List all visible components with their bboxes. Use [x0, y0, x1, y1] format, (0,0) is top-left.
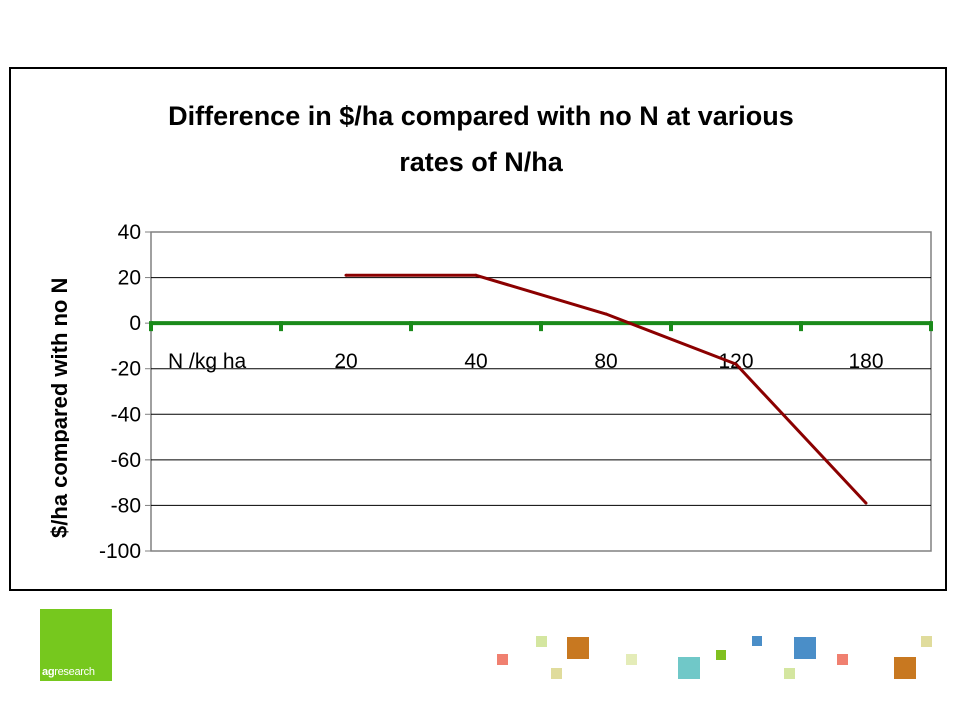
plot-area: 40 20 0 -20 -40 -60 -80 -100 N /kg ha 20 40 80 120…: [99, 221, 933, 563]
decor-square: [626, 654, 637, 665]
chart-frame: Difference in $/ha compared with no N at…: [9, 67, 947, 591]
decor-square: [752, 636, 762, 646]
y-tick-label: 20: [118, 267, 141, 290]
decor-square: [497, 654, 508, 665]
x-category-labels: 20 40 80 120 180: [334, 350, 883, 373]
zero-axis: [149, 321, 933, 332]
decor-square: [784, 668, 795, 679]
y-tick-label: -80: [111, 494, 141, 517]
x-tick-label: 20: [334, 350, 357, 373]
y-tick-label: -40: [111, 403, 141, 426]
series: [344, 273, 868, 505]
data-point: [734, 362, 738, 366]
decor-square: [921, 636, 932, 647]
agresearch-logo: agresearch: [40, 609, 112, 681]
x-tick-label: 40: [464, 350, 487, 373]
y-tick-label: -100: [99, 540, 141, 563]
logo-text: agresearch: [42, 666, 95, 678]
decor-square: [894, 657, 916, 679]
data-point: [864, 501, 868, 505]
data-point: [604, 312, 608, 316]
x-tick-label: 180: [848, 350, 883, 373]
chart-title-line-2: rates of N/ha: [399, 147, 564, 177]
y-tick-labels: 40 20 0 -20 -40 -60 -80 -100: [99, 221, 151, 563]
y-tick-label: 0: [129, 312, 141, 335]
decor-square: [837, 654, 848, 665]
decor-square: [567, 637, 589, 659]
y-axis-label-group: $/ha compared with no N: [47, 278, 72, 538]
chart: Difference in $/ha compared with no N at…: [47, 101, 933, 563]
chart-title-line-1: Difference in $/ha compared with no N at…: [168, 101, 794, 131]
y-axis-label: $/ha compared with no N: [47, 278, 72, 538]
decor-square: [678, 657, 700, 679]
x-tick-label: 80: [594, 350, 617, 373]
decor-square: [716, 650, 726, 660]
data-point: [344, 273, 348, 277]
data-point: [474, 273, 478, 277]
gridlines: [151, 277, 931, 506]
decor-square: [551, 668, 562, 679]
y-tick-label: 40: [118, 221, 141, 244]
decor-square: [536, 636, 547, 647]
plot-border: [150, 231, 932, 552]
y-tick-label: -20: [111, 358, 141, 381]
x-axis-label: N /kg ha: [168, 350, 247, 373]
x-tick-label: 120: [718, 350, 753, 373]
decor-square: [794, 637, 816, 659]
y-tick-label: -60: [111, 449, 141, 472]
